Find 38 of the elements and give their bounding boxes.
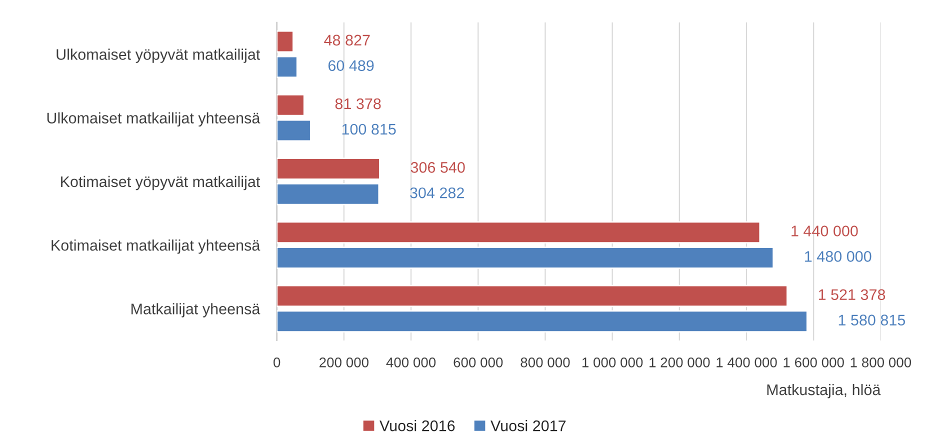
bar <box>276 310 808 333</box>
data-label: 304 282 <box>410 187 464 198</box>
bar <box>276 119 312 142</box>
data-label: 100 815 <box>342 124 396 135</box>
legend-label: Vuosi 2017 <box>490 420 566 432</box>
bar <box>276 284 788 308</box>
data-label: 1 480 000 <box>805 251 872 262</box>
x-tick-label: 0 <box>274 358 280 368</box>
data-label: 1 580 815 <box>838 314 906 326</box>
x-tick-label: 1 600 000 <box>784 358 844 368</box>
x-axis-title: Matkustajia, hlöä <box>767 384 881 398</box>
bar <box>276 94 305 116</box>
data-label: 1 440 000 <box>792 226 858 236</box>
y-tick-label: Kotimaiset yöpyvät matkailijat <box>61 176 260 190</box>
bar <box>276 183 380 206</box>
bar <box>276 56 298 78</box>
y-tick-label: Matkailijat yheensä <box>132 303 260 318</box>
x-tick-label: 1 200 000 <box>650 358 710 368</box>
legend-label: Vuosi 2016 <box>380 420 455 432</box>
data-label: 81 378 <box>335 98 381 110</box>
x-tick-label: 1 800 000 <box>850 358 912 368</box>
y-tick-label: Ulkomaiset matkailijat yhteensä <box>47 112 260 127</box>
data-label: 1 521 378 <box>818 289 886 300</box>
x-tick-label: 800 000 <box>520 358 570 368</box>
data-label: 306 540 <box>410 162 465 173</box>
x-tick-label: 400 000 <box>386 358 436 368</box>
bar <box>276 246 774 269</box>
x-tick-label: 1 000 000 <box>582 358 643 368</box>
bar <box>276 221 761 244</box>
y-tick-label: Ulkomaiset yöpyvät matkailijat <box>56 48 260 63</box>
x-tick-label: 600 000 <box>454 358 503 368</box>
bar <box>276 30 294 53</box>
bar <box>276 158 380 180</box>
x-tick-label: 1 400 000 <box>716 358 777 368</box>
y-tick-label: Kotimaiset matkailijat yhteensä <box>52 240 260 254</box>
x-tick-label: 200 000 <box>320 358 368 368</box>
data-label: 60 489 <box>328 60 374 72</box>
data-label: 48 827 <box>324 34 370 46</box>
